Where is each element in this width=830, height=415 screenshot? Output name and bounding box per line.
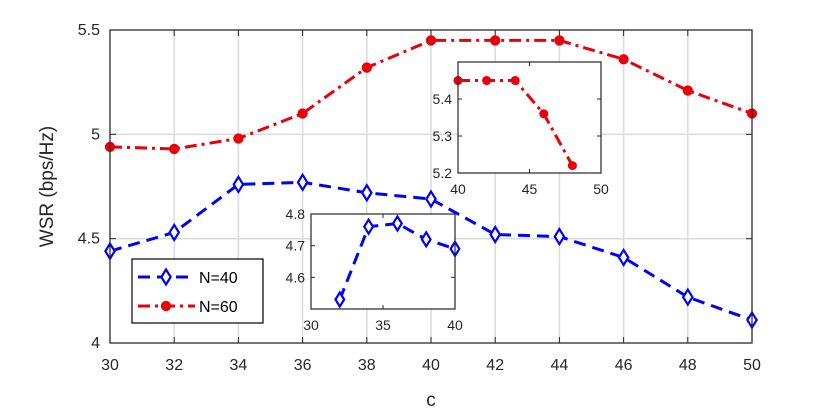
inset-n40-y-tick-label: 4.6 [286,269,306,285]
inset-n60-x-tick-label: 50 [593,181,609,197]
main-x-tick-label: 36 [294,357,312,374]
inset-n60-plot-area [458,62,601,173]
main-x-tick-label: 48 [679,357,697,374]
inset-n40-y-tick-label: 4.7 [286,238,306,254]
main-x-tick-label: 44 [551,357,569,374]
legend-box [131,258,264,324]
inset-n60-point-n60 [482,75,492,86]
legend-label-n60: N=60 [199,299,238,316]
main-x-tick-label: 42 [486,357,504,374]
main-x-tick-label: 34 [230,357,248,374]
legend: N=40 N=60 [131,258,264,324]
main-x-tick-label: 32 [165,357,183,374]
main-x-tick-label: 50 [743,357,761,374]
inset-n40-x-tick-label: 30 [303,317,319,333]
legend-marker-n40 [160,267,172,287]
inset-n40-x-tick-label: 35 [375,317,391,333]
main-point-n60 [490,35,501,46]
main-point-n40 [489,224,502,245]
y-axis-label: WSR (bps/Hz) [37,126,58,247]
legend-marker-n60 [160,300,172,312]
main-point-n60 [169,143,180,155]
legend-diamond-marker [160,267,172,287]
inset-n40-point-n40 [334,290,346,309]
main-point-n40 [168,222,181,242]
main-series-line-n40 [109,180,753,322]
inset-n40-plot-area [311,214,455,309]
inset-n60-y-tick-label: 5.4 [433,91,453,107]
main-frame [109,29,753,344]
main-series-line-n60 [109,38,753,151]
main-y-tick-label: 5.5 [78,22,100,39]
inset-n60-y-tick-label: 5.3 [433,128,453,144]
main-point-n40 [617,247,630,268]
inset-n40-point-n40 [420,230,432,249]
inset-n40-point-n40 [362,217,375,236]
inset-n60-point-n60 [539,109,549,119]
main-x-tick-label: 46 [615,357,633,374]
main-point-n60 [233,133,244,144]
main-point-n40 [681,287,694,307]
main-point-n60 [554,35,565,46]
main-point-n40 [360,183,373,203]
main-x-tick-label: 38 [358,357,376,374]
inset-n60-frame [457,61,602,174]
inset-n60-x-tick-label: 45 [522,181,538,197]
main-y-tick-label: 4 [91,335,100,352]
inset-n60-x-tick-label: 40 [450,181,466,197]
inset-n40-point-n40 [391,214,404,233]
main-y-tick-label: 4.5 [78,231,100,248]
inset-n60-y-tick-label: 5.2 [433,165,453,181]
inset-n40-frame [310,213,456,310]
main-point-n40 [296,172,309,192]
main-point-n60 [297,108,308,119]
inset-n60-point-n60 [567,161,577,171]
main-point-n40 [553,226,566,247]
x-axis-label: c [426,390,436,411]
inset-n60-point-n60 [510,75,520,86]
inset-n60: 40 45 50 5.2 5.3 5.4 [433,61,609,197]
main-point-n40 [425,189,437,209]
main-point-n60 [682,85,693,96]
main-point-n60 [361,62,372,73]
main-y-tick-label: 5 [91,126,100,143]
main-point-n40 [232,174,245,195]
legend-circle-marker [160,300,172,312]
inset-n40: 30 35 40 4.6 4.7 4.8 [286,206,463,333]
inset-n40-y-tick-label: 4.8 [286,206,306,222]
main-x-tick-label: 40 [422,357,440,374]
main-point-n60 [425,35,437,46]
main-point-n60 [618,54,629,65]
legend-label-n40: N=40 [199,270,238,287]
main-x-tick-label: 30 [101,357,119,374]
inset-n40-x-tick-label: 40 [447,317,463,333]
